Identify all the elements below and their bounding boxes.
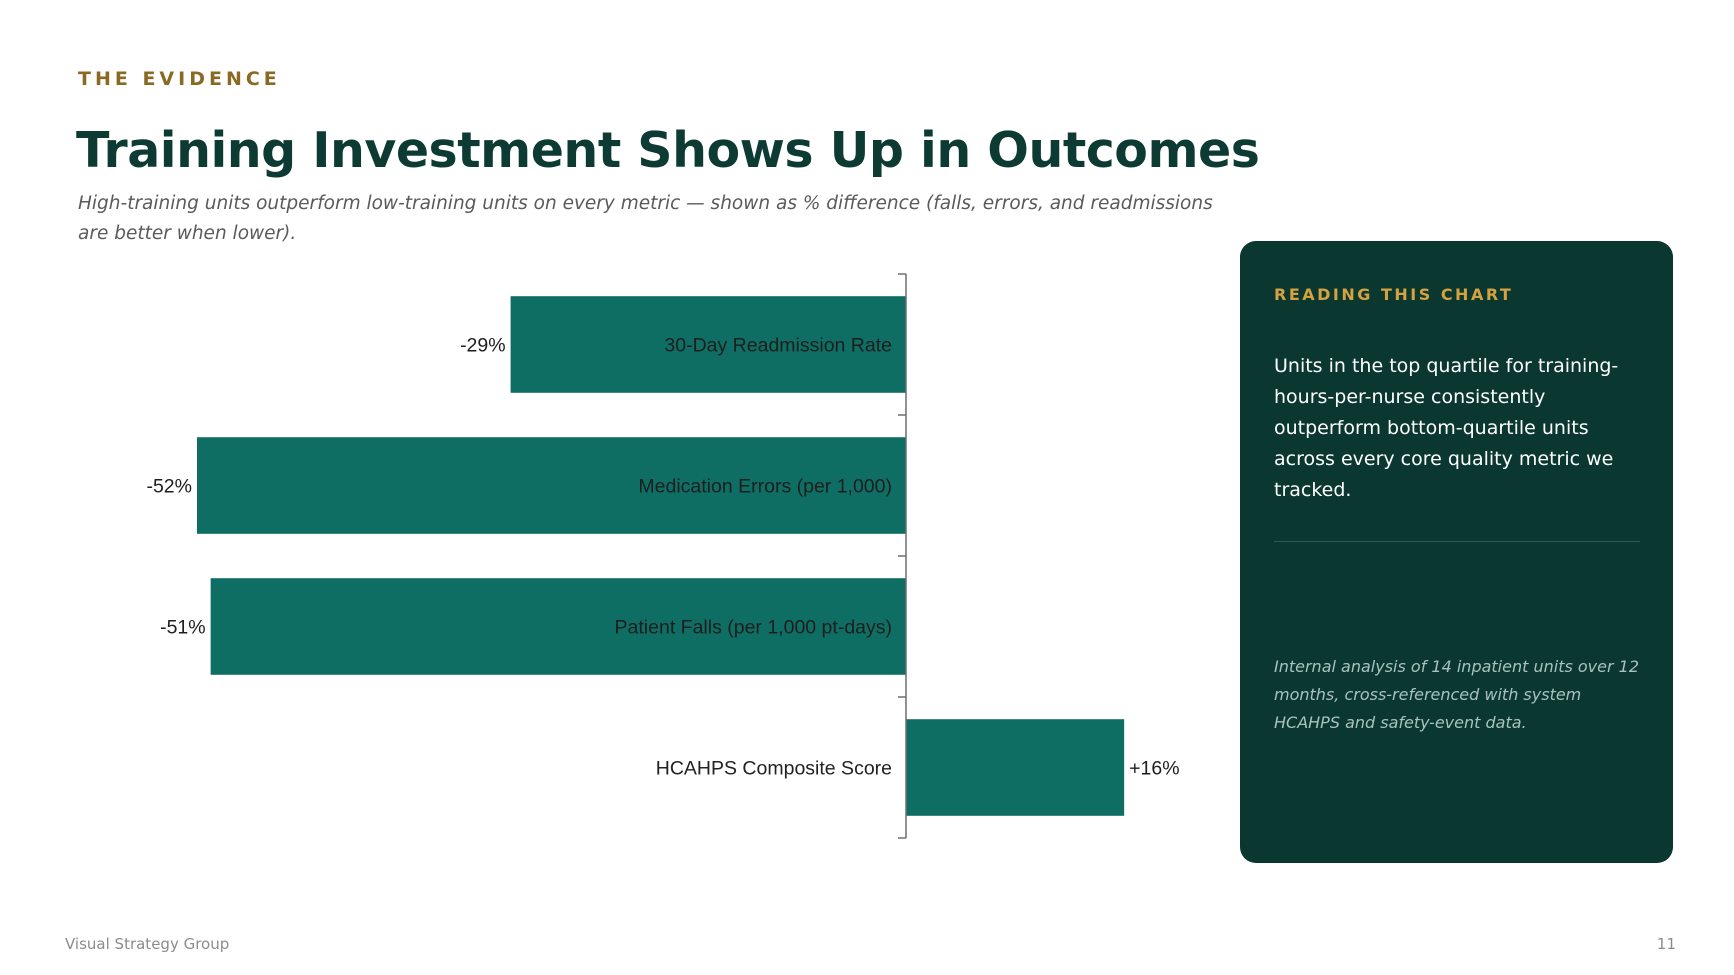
page-subtitle: High-training units outperform low-train… — [78, 193, 1213, 244]
reading-panel: READING THIS CHART Units in the top quar… — [1240, 241, 1673, 863]
bar — [510, 296, 906, 393]
bar-chart: 30-Day Readmission Rate -29% Medication Er… — [146, 273, 1180, 839]
category-label: Medication Errors (per 1,000) — [638, 476, 892, 498]
bar — [197, 437, 906, 534]
page-number: 11 — [1656, 935, 1676, 953]
category-label: Patient Falls (per 1,000 pt-days) — [615, 617, 892, 639]
bar — [906, 719, 1125, 816]
data-label: -29% — [460, 335, 506, 357]
panel-source-note: Internal analysis of 14 inpatient units … — [1274, 657, 1640, 732]
data-label: -52% — [146, 476, 192, 498]
page-title: Training Investment Shows Up in Outcomes — [76, 122, 1260, 179]
section-eyebrow: THE EVIDENCE — [78, 68, 281, 90]
category-label: HCAHPS Composite Score — [656, 758, 892, 780]
footer-brand: Visual Strategy Group — [65, 935, 230, 953]
bar — [210, 578, 906, 675]
data-label: -51% — [160, 617, 206, 639]
panel-divider — [1274, 541, 1640, 542]
category-label: 30-Day Readmission Rate — [664, 335, 892, 357]
panel-body-text: Units in the top quartile for training-h… — [1274, 355, 1619, 501]
data-label: +16% — [1129, 758, 1179, 780]
panel-eyebrow: READING THIS CHART — [1274, 285, 1514, 304]
